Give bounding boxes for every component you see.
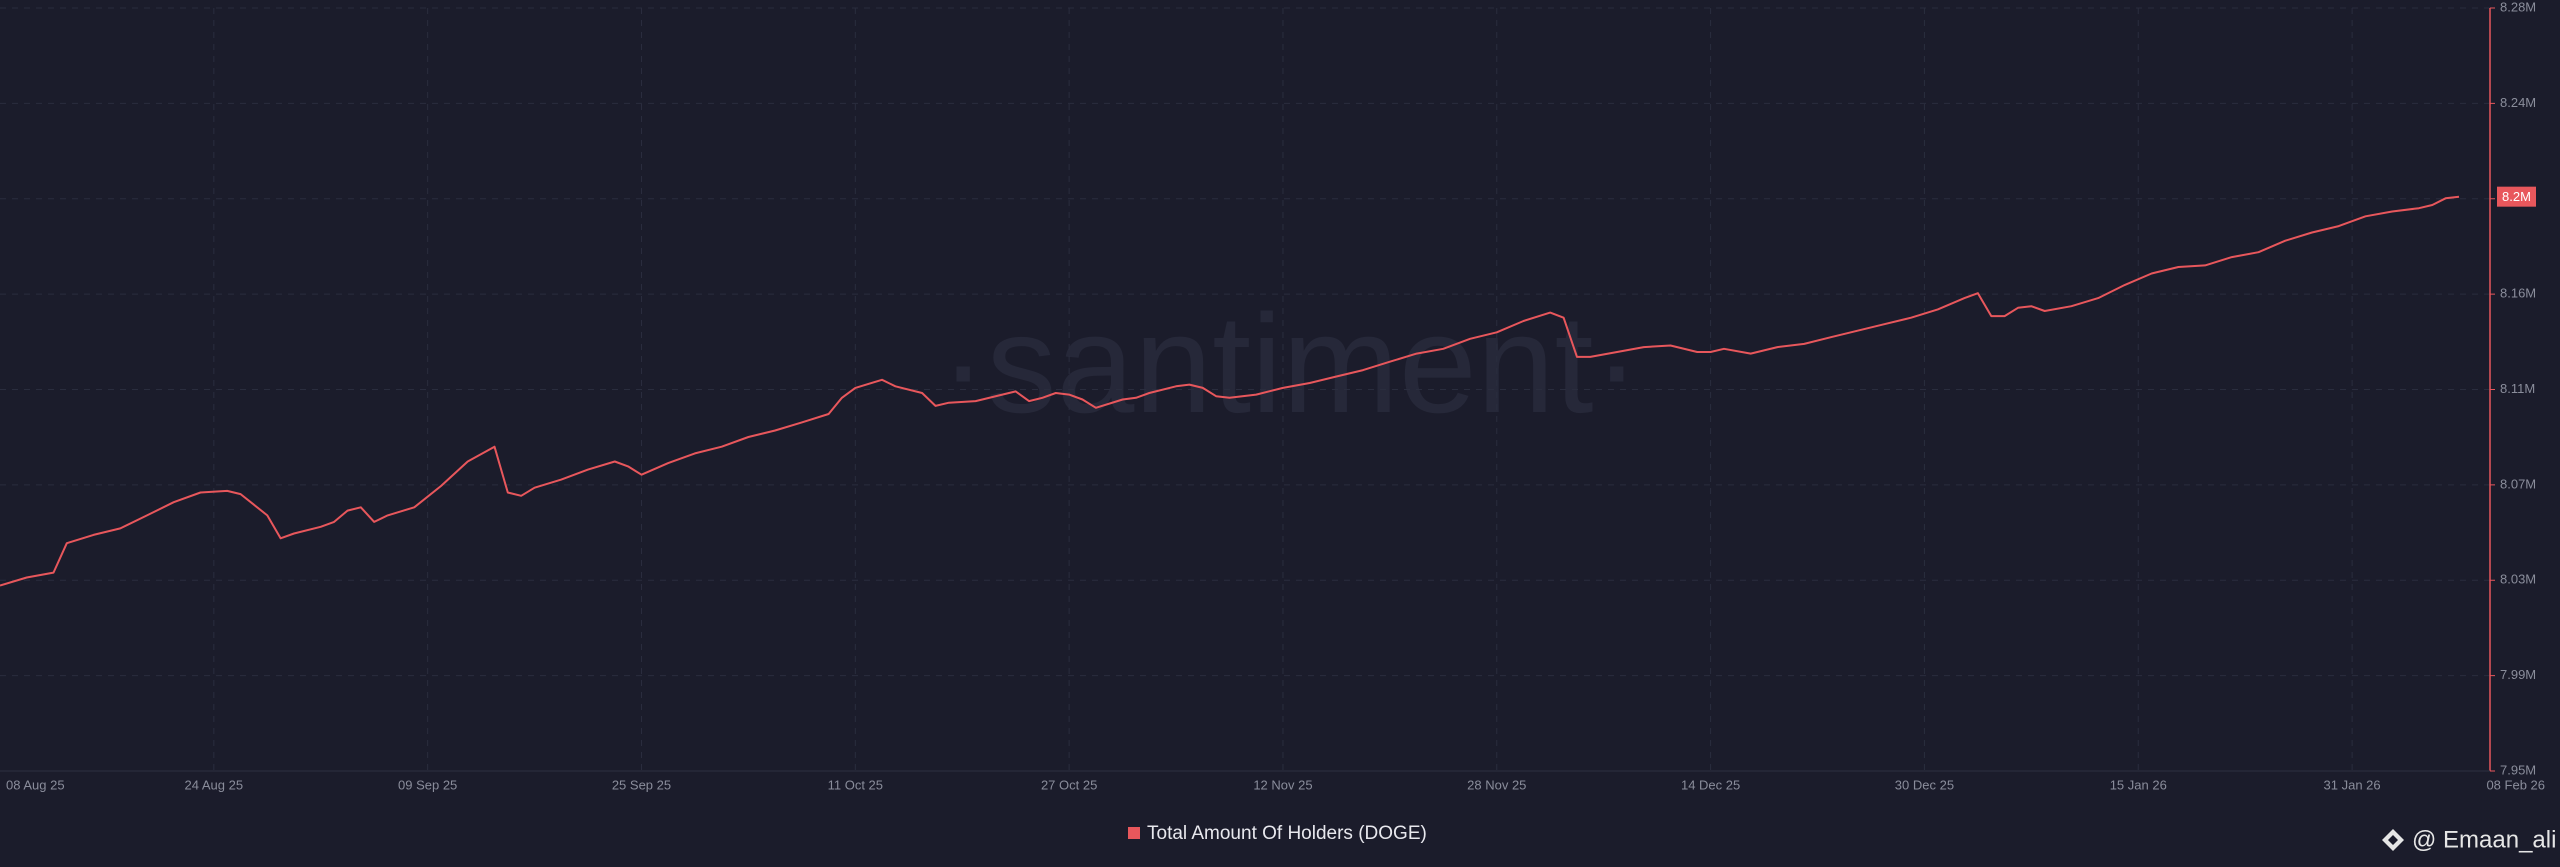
credit-icon-shape: [2382, 829, 2404, 851]
value-badge: [2497, 186, 2536, 207]
x-tick-label: 15 Jan 26: [2110, 777, 2167, 792]
x-tick-label: 24 Aug 25: [185, 777, 244, 792]
x-tick-label: 27 Oct 25: [1041, 777, 1097, 792]
x-tick-label: 28 Nov 25: [1467, 777, 1526, 792]
y-tick-label: 7.99M: [2500, 667, 2536, 682]
y-tick-label: 8.28M: [2500, 0, 2536, 14]
x-tick-label: 25 Sep 25: [612, 777, 671, 792]
watermark: ·santiment·: [940, 285, 1640, 442]
y-tick-label: 7.95M: [2500, 762, 2536, 777]
x-tick-label: 08 Aug 25: [6, 777, 65, 792]
x-tick-label: 11 Oct 25: [828, 777, 883, 792]
y-tick-label: 8.11M: [2500, 381, 2535, 396]
x-tick-label: 14 Dec 25: [1681, 777, 1740, 792]
x-tick-label: 09 Sep 25: [398, 777, 457, 792]
data-line: [0, 195, 2460, 587]
y-tick-label: 8.24M: [2500, 95, 2536, 110]
x-tick-label: 31 Jan 26: [2324, 777, 2381, 792]
x-tick-label: 30 Dec 25: [1895, 777, 1954, 792]
y-tick-label: 8.07M: [2500, 476, 2536, 491]
value-label: 8.2M: [2502, 189, 2531, 204]
credit-icon: [2382, 829, 2404, 851]
y-tick-label: 8.03M: [2500, 572, 2536, 587]
credit: @ Emaan_ali: [2412, 826, 2556, 853]
x-tick-label: 12 Nov 25: [1253, 777, 1312, 792]
y-tick-label: 8.16M: [2500, 286, 2536, 301]
legend-label: Total Amount Of Holders (DOGE): [1147, 823, 1427, 844]
legend-swatch: [1128, 827, 1140, 839]
x-tick-label: 08 Feb 26: [2486, 777, 2545, 792]
